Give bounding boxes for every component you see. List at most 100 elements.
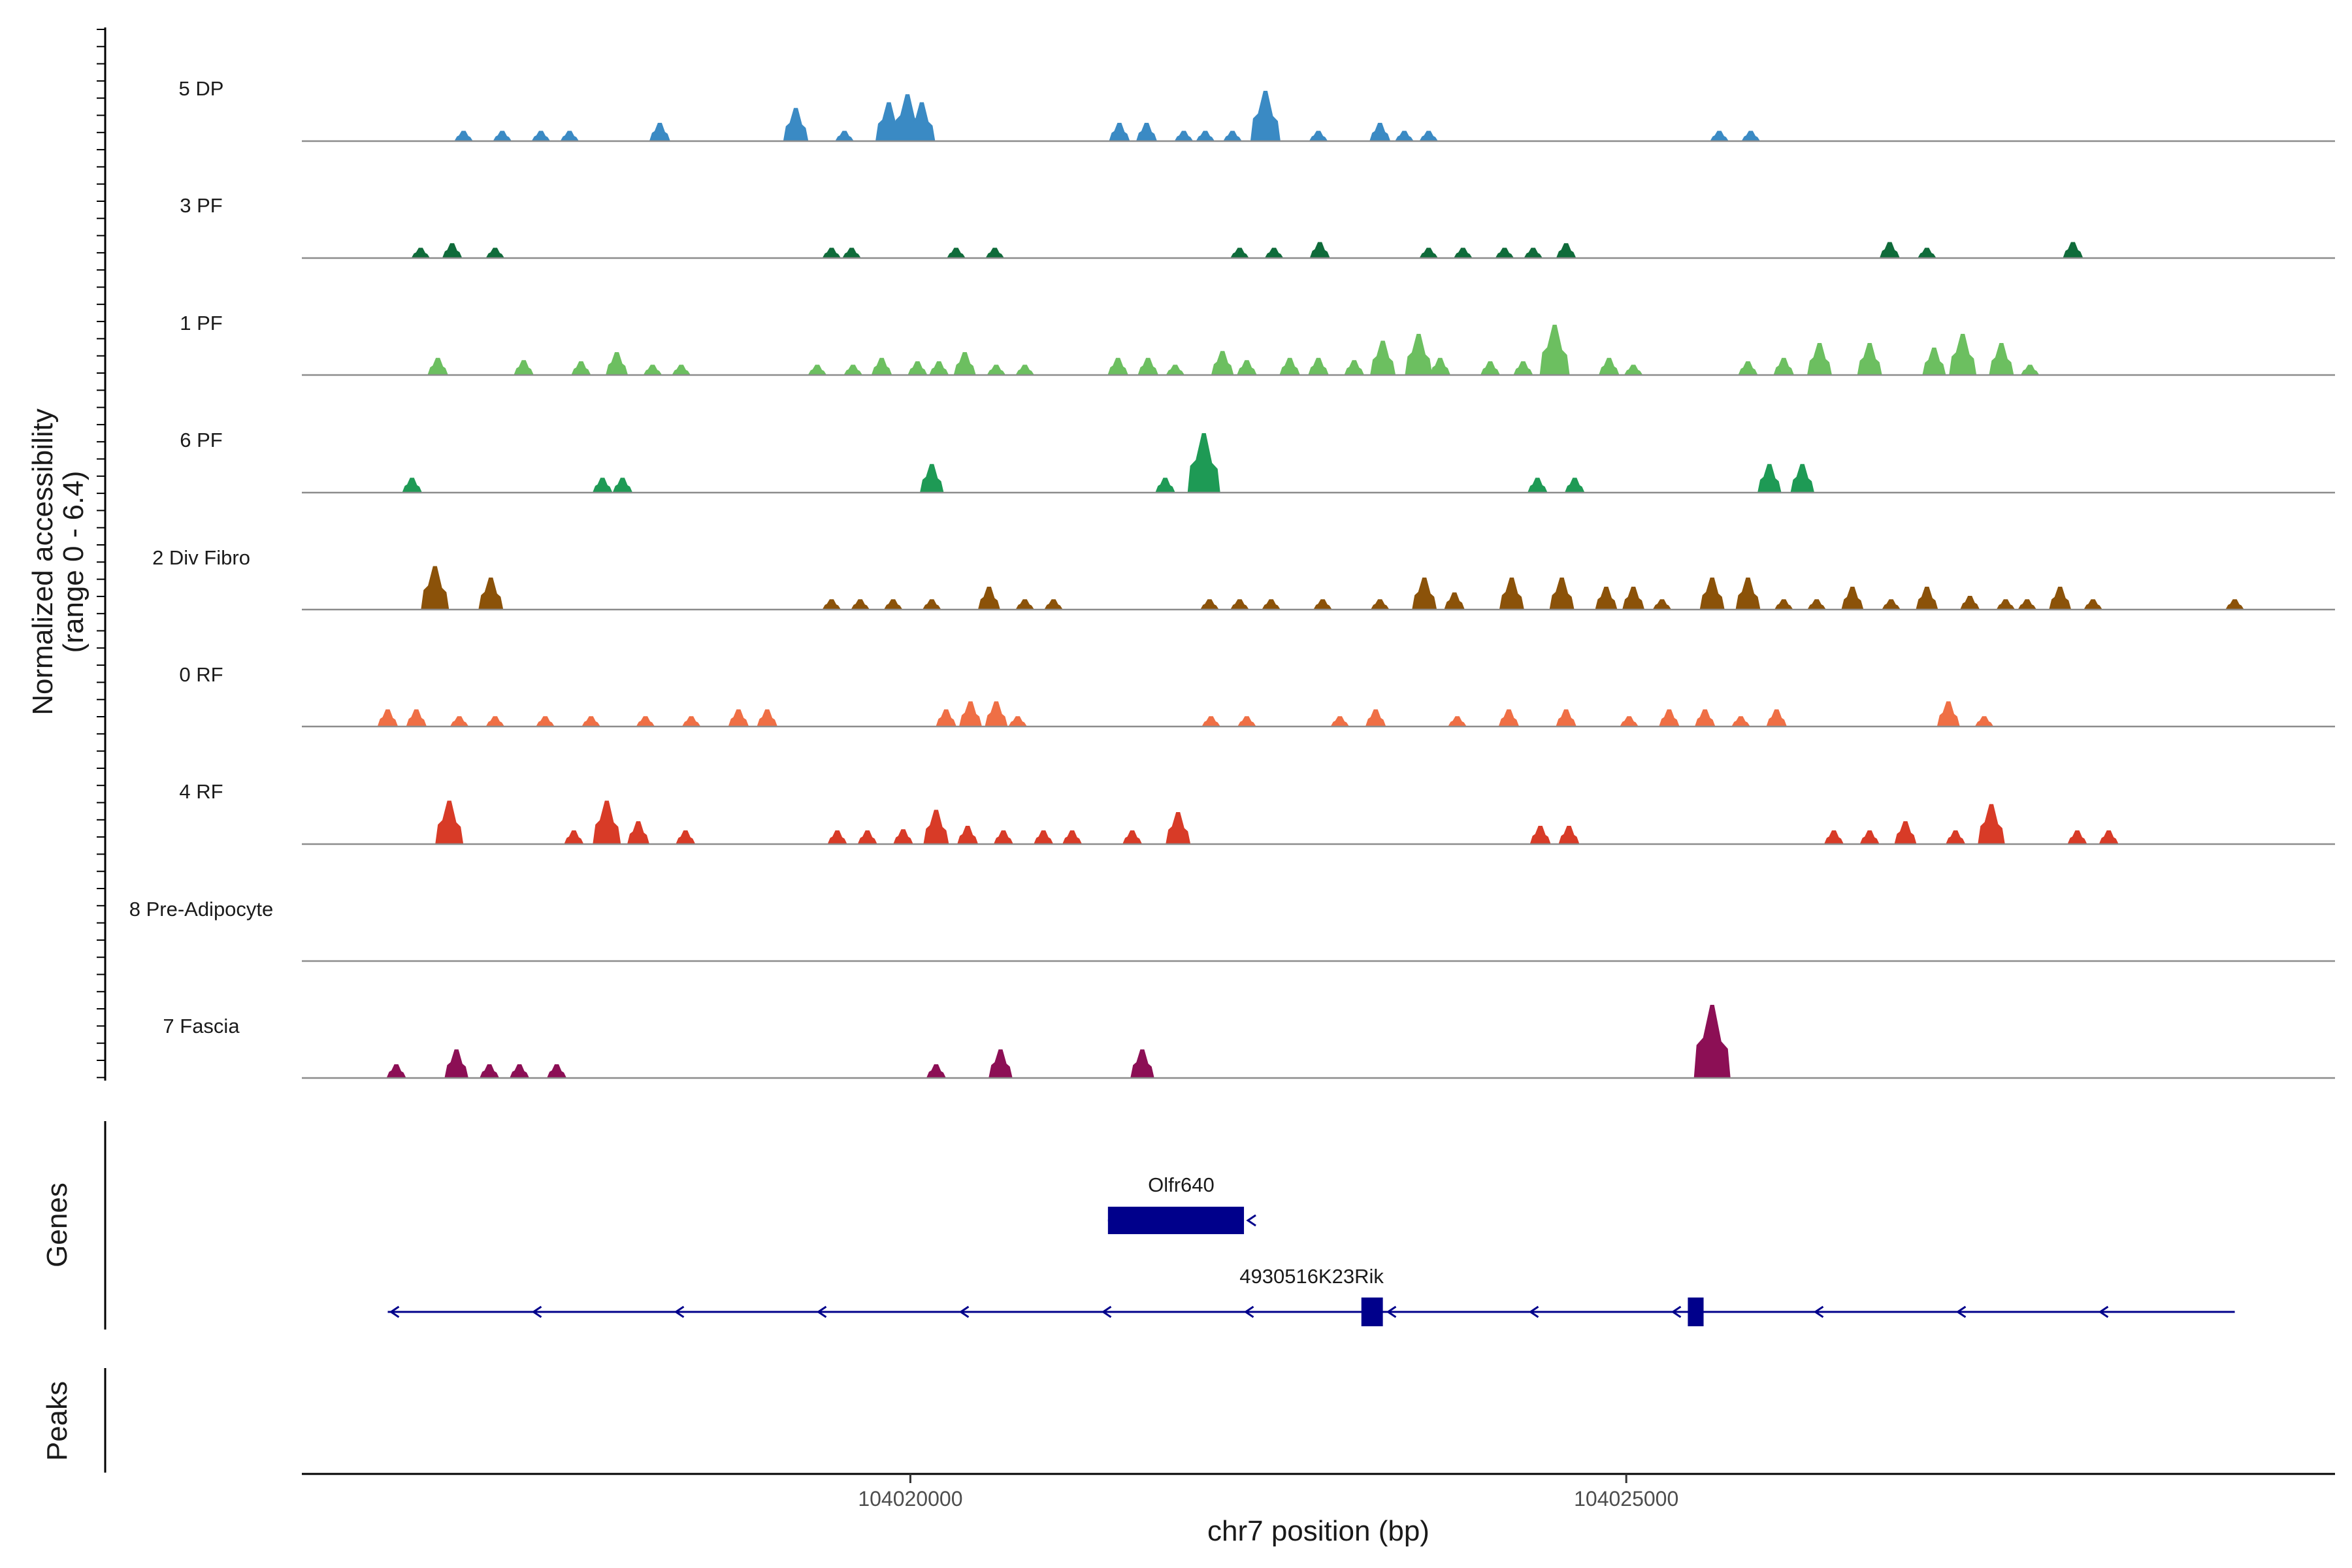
peak: [929, 361, 949, 375]
peak: [1710, 131, 1729, 141]
peak: [681, 716, 701, 727]
peak: [1996, 599, 2016, 610]
peak: [1262, 599, 1281, 610]
peak: [842, 248, 861, 258]
coverage-y-axis-ticks: [97, 29, 105, 1079]
peak: [1155, 478, 1175, 493]
peak: [1429, 357, 1450, 375]
peak: [1279, 357, 1300, 375]
peak: [1824, 830, 1844, 844]
peak: [1223, 131, 1242, 141]
track-labels: 5 DP 3 PF 1 PF 6 PF 2 Div Fibro 0 RF 4 R…: [129, 77, 274, 1037]
track-label-5-dp: 5 DP: [179, 77, 224, 100]
peak: [386, 1064, 406, 1078]
peak: [485, 248, 505, 258]
y-axis-title-line-2: (range 0 - 6.4): [57, 471, 90, 653]
peak: [1015, 365, 1034, 375]
peak: [1498, 709, 1520, 727]
genes-panel-title: Genes: [41, 1183, 73, 1267]
peak: [1624, 365, 1643, 375]
track-label-2-div-fibro: 2 Div Fibro: [152, 546, 250, 569]
strand-arrow: [531, 1305, 542, 1318]
peak: [676, 830, 696, 844]
peak: [808, 365, 827, 375]
peak: [1187, 433, 1220, 493]
peak: [1731, 716, 1750, 727]
peak: [1062, 830, 1083, 844]
peak: [1524, 248, 1543, 258]
track-label-4-rf: 4 RF: [179, 780, 223, 803]
peak: [612, 478, 633, 493]
track-label-7-fascia: 7 Fascia: [163, 1015, 240, 1037]
peak: [1556, 243, 1576, 258]
peak: [2020, 365, 2040, 375]
peak: [857, 830, 877, 844]
track-label-6-pf: 6 PF: [180, 429, 222, 451]
peak: [1137, 357, 1158, 375]
gene-4930516k23rik: 4930516K23Rik: [387, 1265, 2235, 1326]
peak: [835, 131, 854, 141]
peak: [1230, 599, 1249, 610]
peak: [1916, 587, 1938, 610]
peak: [1309, 242, 1330, 258]
track-4-rf: [302, 800, 2335, 845]
peak: [936, 709, 956, 727]
track-6-pf: [302, 433, 2335, 494]
peak: [649, 123, 670, 141]
peak: [1237, 716, 1256, 727]
peak: [1008, 716, 1027, 727]
strand-arrow: [1386, 1305, 1397, 1318]
peak: [947, 248, 966, 258]
peak: [480, 1064, 500, 1078]
peak: [1529, 826, 1551, 844]
strand-arrow: [1243, 1305, 1254, 1318]
coverage-tracks: [302, 91, 2335, 1079]
peak: [1365, 709, 1386, 727]
peak: [1264, 248, 1284, 258]
peak: [485, 716, 505, 727]
peak: [1735, 578, 1761, 610]
track-label-3-pf: 3 PF: [180, 194, 222, 217]
peak: [564, 830, 584, 844]
exon: [1107, 1207, 1245, 1234]
peak: [923, 809, 949, 844]
peak: [427, 357, 448, 375]
peak: [435, 800, 464, 844]
peak: [1166, 812, 1191, 844]
peak: [1109, 123, 1130, 141]
peak: [1044, 599, 1063, 610]
peak: [2083, 599, 2102, 610]
strand-arrow: [1101, 1305, 1112, 1318]
peak: [993, 830, 1013, 844]
peak: [514, 360, 534, 375]
peak: [1015, 599, 1034, 610]
strand-arrow: [389, 1305, 400, 1318]
peak: [883, 599, 903, 610]
strand-arrow: [1671, 1305, 1682, 1318]
peak: [1695, 709, 1716, 727]
track-3-pf: [302, 242, 2335, 259]
peak: [560, 131, 580, 141]
peak: [1807, 343, 1832, 375]
peak: [953, 352, 976, 375]
peak: [478, 578, 504, 610]
peak: [421, 566, 449, 610]
track-label-1-pf: 1 PF: [180, 312, 222, 335]
peak: [1122, 830, 1143, 844]
peak: [636, 716, 655, 727]
exon: [1361, 1298, 1383, 1326]
peak: [988, 1049, 1013, 1078]
peak: [1395, 131, 1414, 141]
peak: [1936, 701, 1960, 727]
peak: [1882, 599, 1901, 610]
peak: [1136, 123, 1157, 141]
peak: [1741, 131, 1761, 141]
peak: [1454, 248, 1473, 258]
strand-arrow: [1528, 1305, 1539, 1318]
peak: [1527, 478, 1548, 493]
peak: [1699, 578, 1725, 610]
peak: [1565, 478, 1585, 493]
peak: [1974, 716, 1994, 727]
peak: [1841, 587, 1864, 610]
